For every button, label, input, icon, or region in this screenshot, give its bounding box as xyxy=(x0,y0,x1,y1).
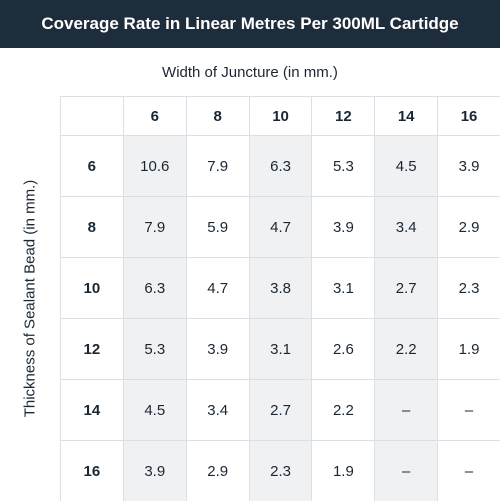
table-cell: 2.2 xyxy=(312,380,375,441)
table-cell: 6.3 xyxy=(249,136,312,197)
table-cell: 1.9 xyxy=(438,319,500,380)
row-header: 14 xyxy=(61,380,124,441)
table-cell: 5.3 xyxy=(312,136,375,197)
column-header: 16 xyxy=(438,97,500,136)
table-cell: 2.6 xyxy=(312,319,375,380)
table-cell: 2.9 xyxy=(438,197,500,258)
table-cell: 2.3 xyxy=(249,441,312,501)
table-cell: 10.6 xyxy=(123,136,186,197)
row-axis-label-container: Thickness of Sealant Bead (in mm.) xyxy=(0,96,60,500)
table-cell: 5.9 xyxy=(186,197,249,258)
table-cell: 2.7 xyxy=(249,380,312,441)
table-cell: 3.9 xyxy=(123,441,186,501)
table-cell: 2.2 xyxy=(375,319,438,380)
table-cell: 3.9 xyxy=(312,197,375,258)
table-cell: 3.9 xyxy=(438,136,500,197)
row-header: 12 xyxy=(61,319,124,380)
table-corner xyxy=(61,97,124,136)
table-cell: 7.9 xyxy=(186,136,249,197)
table-cell: 3.4 xyxy=(375,197,438,258)
table-cell: 6.3 xyxy=(123,258,186,319)
table-cell: 3.1 xyxy=(312,258,375,319)
table-cell: – xyxy=(438,441,500,501)
table-cell: 2.7 xyxy=(375,258,438,319)
column-header: 14 xyxy=(375,97,438,136)
row-header: 10 xyxy=(61,258,124,319)
table-cell: 5.3 xyxy=(123,319,186,380)
row-header: 16 xyxy=(61,441,124,501)
table-cell: 3.8 xyxy=(249,258,312,319)
table-cell: – xyxy=(438,380,500,441)
table-cell: 2.3 xyxy=(438,258,500,319)
table-cell: 4.7 xyxy=(186,258,249,319)
table-cell: – xyxy=(375,380,438,441)
table-cell: 3.1 xyxy=(249,319,312,380)
column-axis-label: Width of Juncture (in mm.) xyxy=(0,48,500,96)
table-cell: 3.9 xyxy=(186,319,249,380)
row-header: 6 xyxy=(61,136,124,197)
table-cell: 4.5 xyxy=(375,136,438,197)
table-cell: 4.7 xyxy=(249,197,312,258)
table-cell: 4.5 xyxy=(123,380,186,441)
row-header: 8 xyxy=(61,197,124,258)
table-cell: 2.9 xyxy=(186,441,249,501)
table-cell: 7.9 xyxy=(123,197,186,258)
column-header: 10 xyxy=(249,97,312,136)
page-title: Coverage Rate in Linear Metres Per 300ML… xyxy=(0,0,500,48)
row-axis-label: Thickness of Sealant Bead (in mm.) xyxy=(22,179,39,417)
table-cell: 1.9 xyxy=(312,441,375,501)
column-header: 6 xyxy=(123,97,186,136)
column-header: 8 xyxy=(186,97,249,136)
table-cell: – xyxy=(375,441,438,501)
table-cell: 3.4 xyxy=(186,380,249,441)
column-header: 12 xyxy=(312,97,375,136)
